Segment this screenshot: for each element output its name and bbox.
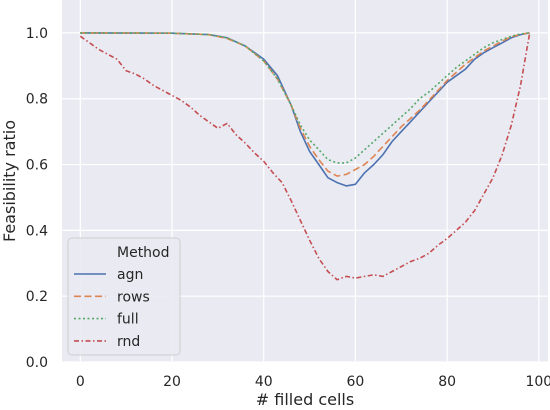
legend-label-rnd: rnd [117, 334, 140, 350]
series-line-full [80, 32, 530, 164]
series-lines [79, 32, 531, 281]
x-tick-label: 60 [347, 374, 365, 390]
x-axis-title: # filled cells [256, 390, 354, 409]
x-tick-label: 80 [438, 374, 456, 390]
legend-label-agn: agn [117, 267, 143, 283]
series-line-rows [80, 32, 530, 177]
legend-label-full: full [117, 312, 139, 328]
legend-box [67, 237, 181, 356]
series-line-rnd [79, 32, 531, 281]
series-line-agn [80, 32, 530, 187]
x-tick-label: 0 [76, 374, 85, 390]
y-axis-title: Feasibility ratio [0, 120, 19, 242]
legend-title: Method [117, 245, 170, 261]
legend: Method agn rows full rnd [67, 237, 181, 356]
legend-label-rows: rows [117, 289, 150, 305]
x-tick-labels: 0 20 40 60 80 100 [76, 374, 550, 390]
y-tick-label: 0.8 [26, 92, 48, 108]
y-tick-labels: 0.0 0.2 0.4 0.6 0.8 1.0 [26, 26, 48, 371]
y-tick-label: 0.0 [26, 355, 48, 371]
y-tick-label: 1.0 [26, 26, 48, 42]
x-tick-label: 40 [255, 374, 273, 390]
x-tick-label: 20 [163, 374, 181, 390]
y-tick-label: 0.6 [26, 158, 48, 174]
y-tick-label: 0.4 [26, 223, 48, 239]
x-tick-label: 100 [525, 374, 550, 390]
y-tick-label: 0.2 [26, 289, 48, 305]
